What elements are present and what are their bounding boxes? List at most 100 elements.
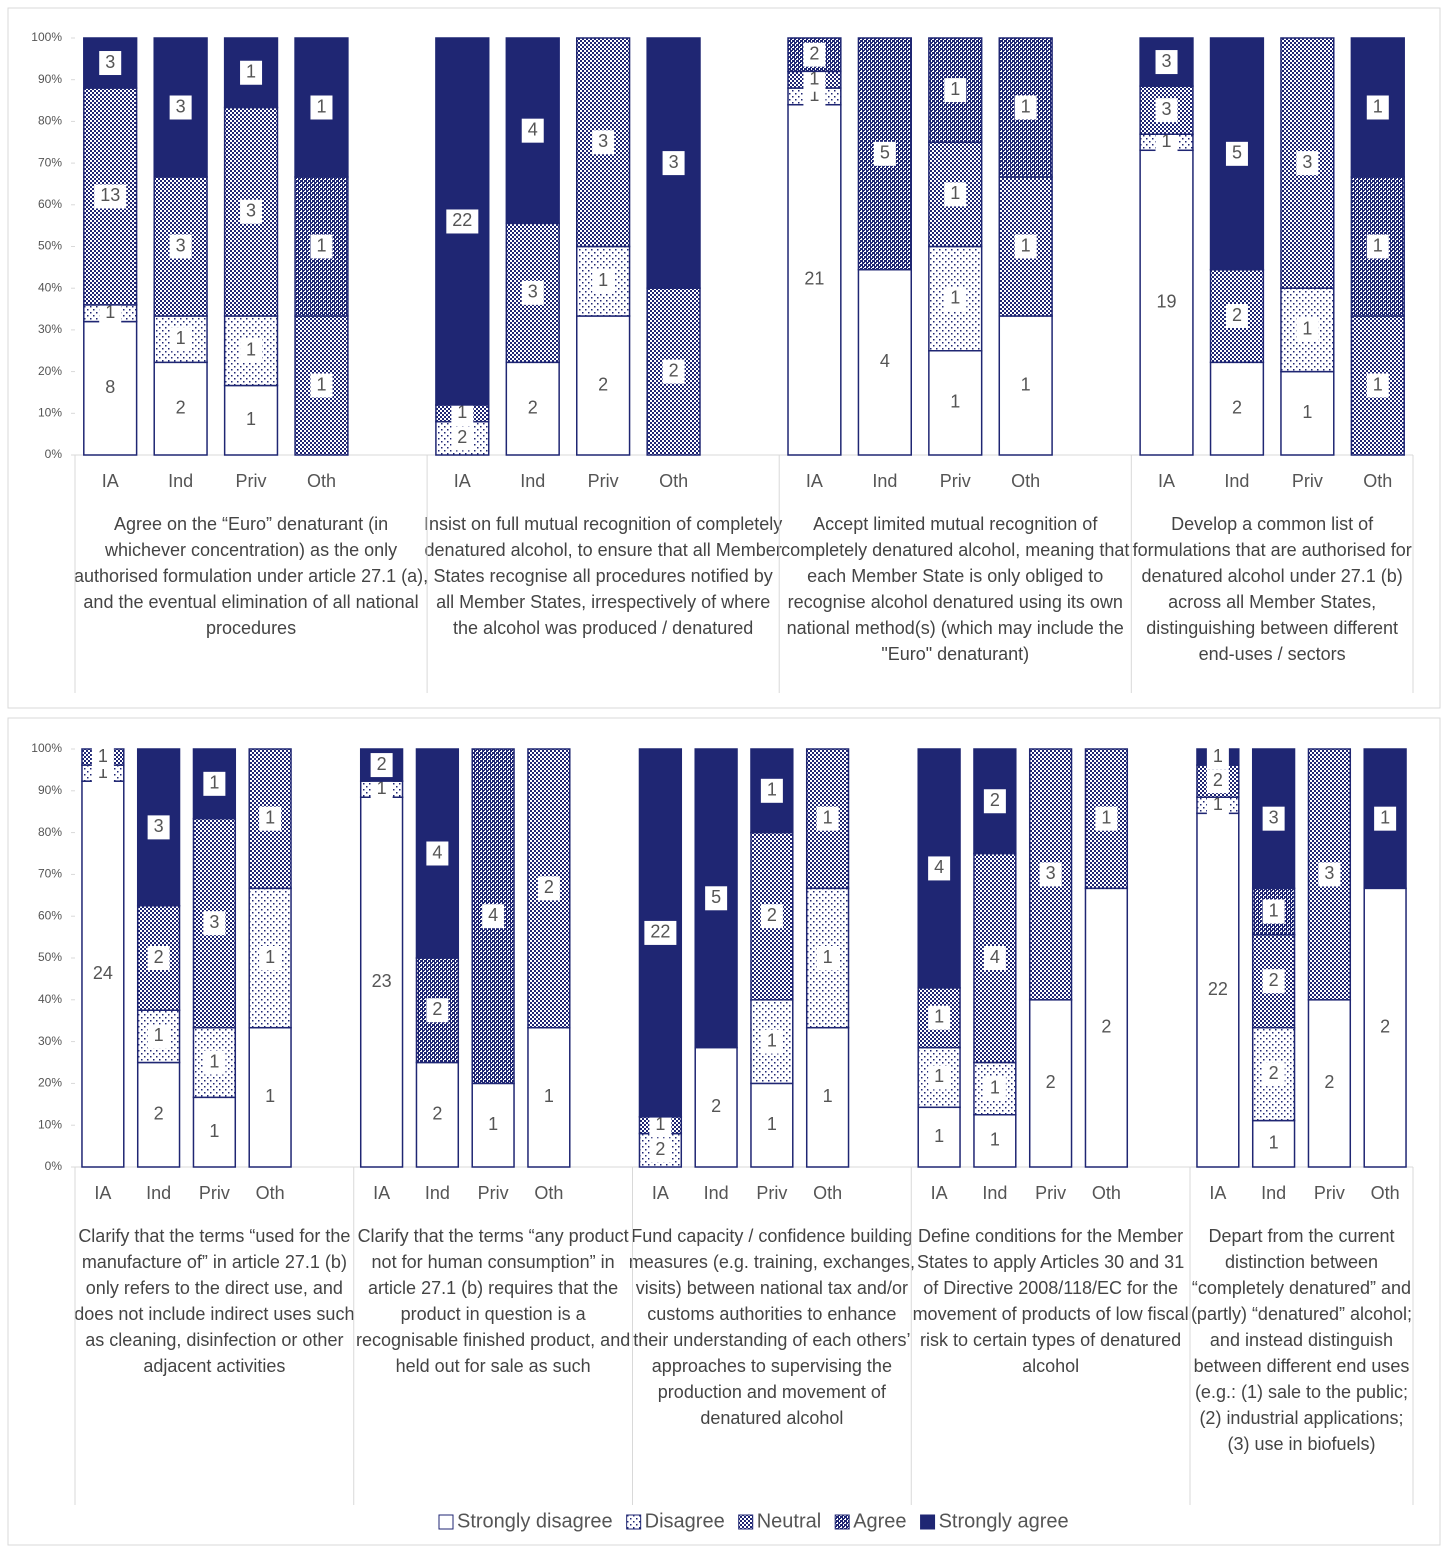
panel-frame xyxy=(7,7,1441,709)
data-label-box xyxy=(310,373,333,398)
x-tick-label: Oth xyxy=(1092,1183,1121,1203)
data-label: 1 xyxy=(1373,374,1383,394)
data-label-box xyxy=(1206,793,1229,818)
data-label-box xyxy=(816,946,839,970)
data-label-box xyxy=(928,856,951,881)
data-label: 1 xyxy=(809,68,819,88)
legend-swatch xyxy=(920,1514,936,1530)
data-label: 1 xyxy=(246,340,256,360)
y-tick-label: 10% xyxy=(38,405,62,419)
data-label-box xyxy=(1262,806,1285,831)
data-label-box xyxy=(816,806,839,831)
data-label: 22 xyxy=(452,210,472,230)
data-label: 1 xyxy=(209,773,219,793)
y-tick-label: 90% xyxy=(38,72,62,86)
data-label: 1 xyxy=(316,235,326,255)
data-label-box xyxy=(798,267,831,292)
data-label: 4 xyxy=(934,857,944,877)
legend-label: Agree xyxy=(853,1510,906,1532)
y-tick-label: 20% xyxy=(38,364,62,378)
group-label: Clarify that the terms “used for the man… xyxy=(74,1226,355,1376)
data-label-box xyxy=(760,1113,783,1138)
x-tick-label: IA xyxy=(1209,1183,1226,1203)
bar-segment xyxy=(1307,748,1352,1001)
data-label: 1 xyxy=(377,778,387,798)
x-tick-label: Priv xyxy=(1035,1183,1066,1203)
data-label: 22 xyxy=(1208,979,1228,999)
data-label-box xyxy=(482,1113,505,1138)
x-tick-label: Ind xyxy=(872,471,897,491)
data-label-box xyxy=(760,1029,783,1054)
data-label: 3 xyxy=(1302,152,1312,172)
data-label: 2 xyxy=(176,397,186,417)
data-label: 1 xyxy=(767,1114,777,1134)
data-label: 2 xyxy=(528,397,538,417)
data-label-box xyxy=(86,962,119,987)
data-label: 1 xyxy=(1021,235,1031,255)
data-label: 1 xyxy=(950,392,960,412)
data-label: 3 xyxy=(176,235,186,255)
data-label-box xyxy=(482,904,505,929)
data-label-box xyxy=(983,1076,1006,1101)
data-label-box xyxy=(91,745,114,770)
data-label: 1 xyxy=(934,1066,944,1086)
y-tick-label: 50% xyxy=(38,950,62,964)
data-label-box xyxy=(521,280,544,305)
data-label: 2 xyxy=(154,947,164,967)
x-tick-label: Priv xyxy=(236,471,267,491)
data-label: 1 xyxy=(1213,794,1223,814)
data-label-box xyxy=(1366,234,1389,259)
data-label: 2 xyxy=(598,374,608,394)
data-label: 1 xyxy=(1101,807,1111,827)
data-label-box xyxy=(1262,899,1285,924)
y-tick-label: 80% xyxy=(38,825,62,839)
data-label: 8 xyxy=(105,377,115,397)
data-label-box xyxy=(1366,95,1389,120)
data-label: 1 xyxy=(1373,96,1383,116)
data-label: 3 xyxy=(154,816,164,836)
data-label-box xyxy=(310,95,333,120)
data-label: 2 xyxy=(377,754,387,774)
data-label-box xyxy=(259,806,282,831)
data-label: 1 xyxy=(950,183,960,203)
data-label: 3 xyxy=(1269,807,1279,827)
data-label: 2 xyxy=(711,1096,721,1116)
data-label-box xyxy=(451,401,474,426)
data-label: 1 xyxy=(950,287,960,307)
data-label-box xyxy=(446,209,479,234)
data-label-box xyxy=(1201,978,1234,1003)
data-label-box xyxy=(169,95,192,120)
data-label: 5 xyxy=(880,143,890,163)
data-label: 3 xyxy=(1046,863,1056,883)
data-label: 2 xyxy=(1101,1016,1111,1036)
data-label-box xyxy=(873,141,896,166)
data-label-box xyxy=(873,350,896,375)
data-label: 1 xyxy=(950,79,960,99)
data-label-box xyxy=(1225,396,1248,421)
group-label: Clarify that the terms “any product not … xyxy=(356,1226,631,1376)
data-label: 1 xyxy=(767,1030,777,1050)
data-label: 1 xyxy=(316,374,326,394)
x-tick-label: IA xyxy=(454,471,471,491)
data-label: 22 xyxy=(650,922,670,942)
legend-label: Strongly disagree xyxy=(457,1510,613,1532)
data-label: 2 xyxy=(1269,970,1279,990)
data-label: 1 xyxy=(1162,131,1172,151)
data-label-box xyxy=(644,920,677,945)
data-label-box xyxy=(1296,401,1319,426)
group-label: Accept limited mutual recognition of com… xyxy=(781,514,1130,664)
data-label-box xyxy=(928,1065,951,1090)
x-tick-label: IA xyxy=(931,1183,948,1203)
y-tick-label: 100% xyxy=(31,30,62,44)
data-label: 23 xyxy=(372,971,392,991)
data-label: 2 xyxy=(990,790,1000,810)
x-tick-label: Priv xyxy=(1314,1183,1345,1203)
bar-segment xyxy=(1139,37,1194,87)
data-label: 2 xyxy=(1269,1063,1279,1083)
bar-segment xyxy=(750,999,794,1085)
data-label: 4 xyxy=(528,119,538,139)
y-tick-label: 20% xyxy=(38,1076,62,1090)
bar-segment xyxy=(192,1026,237,1099)
data-label-box xyxy=(147,815,170,840)
